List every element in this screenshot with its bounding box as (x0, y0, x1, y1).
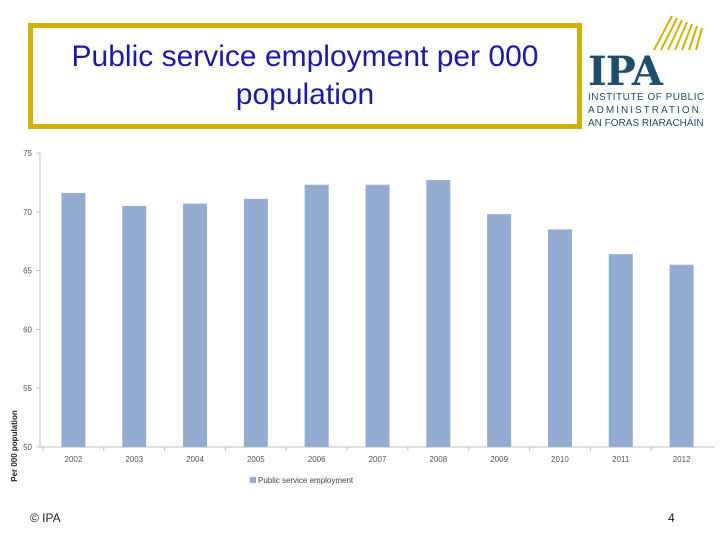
slide-title-box: Public service employment per 000 popula… (28, 23, 582, 129)
logo-ray (674, 21, 688, 51)
bar-chart: 50 55 60 65 70 75 2002 2003 2004 2005 2006 2007 2008… (10, 149, 715, 485)
x-tick-label-2003: 2003 (125, 455, 143, 464)
bar-2011 (608, 254, 633, 447)
x-tick-label-2002: 2002 (65, 455, 83, 464)
logo-ray (660, 17, 678, 51)
logo-ray (695, 27, 703, 51)
y-tick-label: 60 (23, 325, 32, 334)
bar-2002 (61, 192, 86, 447)
x-tick-label-2012: 2012 (673, 455, 691, 464)
y-axis-label: Per 000 population (10, 410, 19, 482)
legend-label: Public service employment (258, 476, 354, 485)
bar-2005 (243, 198, 268, 447)
logo-rays-icon (653, 15, 703, 51)
x-tick-label-2011: 2011 (612, 455, 630, 464)
logo-line-1: INSTITUTE OF PUBLIC (588, 92, 705, 103)
x-tick-label-2004: 2004 (186, 455, 204, 464)
y-tick-label: 70 (23, 208, 32, 217)
bar-2010 (547, 229, 572, 447)
slide-title: Public service employment per 000 popula… (71, 40, 539, 111)
logo-ray (667, 19, 683, 51)
bar-2008 (426, 180, 451, 447)
page-number: 4 (668, 511, 675, 525)
bar-2004 (183, 203, 208, 447)
bar-2009 (487, 214, 512, 447)
logo-ray (688, 25, 698, 51)
footer-copyright: © IPA (30, 511, 61, 525)
x-tick-label-2010: 2010 (551, 455, 569, 464)
ipa-logo: IPA INSTITUTE OF PUBLIC ADMINISTRATION A… (584, 12, 710, 148)
x-tick-label-2005: 2005 (247, 455, 265, 464)
logo-line-2: ADMINISTRATION (588, 105, 701, 116)
legend-swatch (250, 477, 256, 483)
chart-labels: 50 55 60 65 70 75 2002 2003 2004 2005 2006 2007 2008… (23, 149, 691, 464)
y-tick-label: 55 (23, 384, 32, 393)
y-tick-label: 50 (23, 443, 32, 452)
x-tick-label-2008: 2008 (429, 455, 447, 464)
bar-2006 (304, 184, 329, 447)
x-tick-label-2006: 2006 (308, 455, 326, 464)
x-tick-label-2007: 2007 (369, 455, 387, 464)
chart-bars (61, 180, 694, 447)
logo-ray (653, 15, 673, 51)
bar-2007 (365, 184, 390, 447)
logo-line-3: AN FORAS RIARACHÁIN (588, 118, 704, 129)
bar-2012 (669, 264, 694, 447)
chart-legend: Public service employment (250, 476, 354, 485)
x-tick-label-2009: 2009 (490, 455, 508, 464)
y-tick-label: 65 (23, 267, 32, 276)
bar-2003 (122, 205, 147, 447)
logo-ray (681, 23, 693, 51)
y-tick-label: 75 (23, 149, 32, 158)
logo-letters: IPA (588, 48, 663, 95)
